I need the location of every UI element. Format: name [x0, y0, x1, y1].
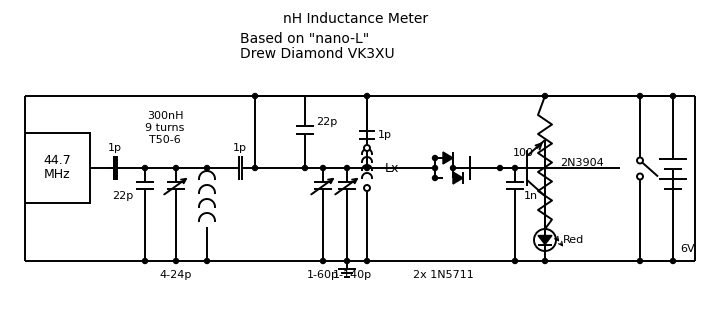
Circle shape: [302, 166, 307, 170]
Circle shape: [364, 185, 370, 191]
Circle shape: [433, 156, 438, 161]
Circle shape: [670, 93, 675, 98]
Text: T50-6: T50-6: [149, 135, 181, 145]
Circle shape: [205, 258, 210, 263]
Circle shape: [451, 166, 456, 170]
Circle shape: [364, 166, 369, 170]
Text: 1p: 1p: [378, 130, 392, 140]
Text: MHz: MHz: [44, 168, 71, 181]
Circle shape: [252, 166, 257, 170]
Text: 2N3904: 2N3904: [560, 158, 604, 168]
Circle shape: [173, 258, 178, 263]
Circle shape: [344, 166, 349, 170]
Text: 1-140p: 1-140p: [332, 270, 371, 280]
Circle shape: [173, 166, 178, 170]
Circle shape: [637, 158, 643, 164]
FancyBboxPatch shape: [25, 133, 90, 203]
Text: Based on "nano-L": Based on "nano-L": [240, 32, 369, 46]
Circle shape: [205, 166, 210, 170]
Text: 2x 1N5711: 2x 1N5711: [413, 270, 473, 280]
Circle shape: [543, 258, 548, 263]
Text: 1p: 1p: [108, 143, 122, 153]
Circle shape: [637, 173, 643, 179]
Text: 1p: 1p: [233, 143, 247, 153]
Circle shape: [344, 258, 349, 263]
Circle shape: [637, 258, 642, 263]
Polygon shape: [538, 236, 552, 245]
Text: Red: Red: [563, 235, 585, 245]
Circle shape: [637, 93, 642, 98]
Text: Lx: Lx: [385, 162, 399, 174]
Text: nH Inductance Meter: nH Inductance Meter: [284, 12, 429, 26]
Circle shape: [433, 175, 438, 180]
Circle shape: [498, 166, 503, 170]
Text: Drew Diamond VK3XU: Drew Diamond VK3XU: [240, 47, 394, 61]
Text: 4-24p: 4-24p: [160, 270, 193, 280]
Circle shape: [513, 258, 518, 263]
Polygon shape: [443, 152, 453, 164]
Polygon shape: [453, 172, 463, 184]
Circle shape: [364, 93, 369, 98]
Text: 100: 100: [513, 148, 533, 158]
Circle shape: [433, 166, 438, 170]
Circle shape: [670, 258, 675, 263]
Text: 22p: 22p: [317, 117, 338, 127]
Text: 300nH: 300nH: [147, 111, 183, 121]
Circle shape: [321, 258, 326, 263]
Circle shape: [364, 258, 369, 263]
Text: 9 turns: 9 turns: [145, 123, 185, 133]
Circle shape: [364, 145, 370, 151]
Circle shape: [252, 93, 257, 98]
Circle shape: [143, 166, 148, 170]
Circle shape: [543, 93, 548, 98]
Text: 1n: 1n: [524, 191, 538, 201]
Circle shape: [513, 166, 518, 170]
Circle shape: [321, 166, 326, 170]
Text: 1-60p: 1-60p: [307, 270, 339, 280]
Text: 6V: 6V: [681, 244, 695, 254]
Text: 22p: 22p: [113, 191, 133, 201]
Circle shape: [143, 258, 148, 263]
Text: 44.7: 44.7: [43, 155, 71, 168]
